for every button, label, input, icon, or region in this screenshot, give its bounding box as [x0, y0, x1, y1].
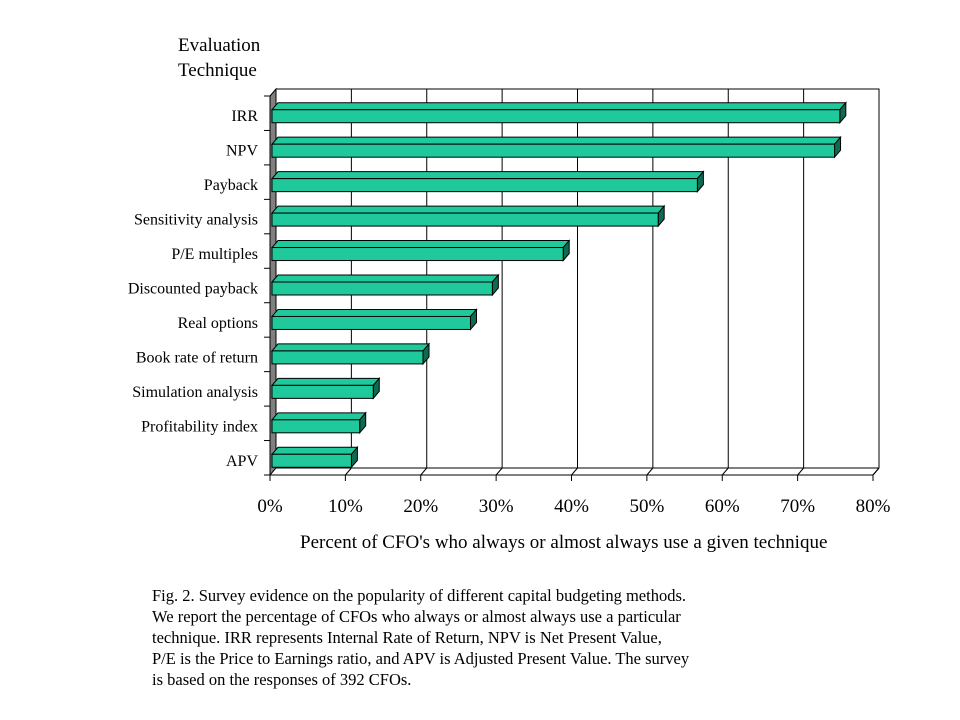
bar	[271, 453, 352, 468]
x-tick-label: 20%	[403, 496, 438, 517]
y-tick-label: P/E multiples	[171, 246, 258, 263]
floor-gridline	[420, 467, 428, 476]
y-tick-label: APV	[226, 453, 258, 470]
floor-gridline	[344, 467, 352, 476]
y-axis-title-line-2: Technique	[178, 60, 257, 81]
x-tick-label: 0%	[257, 496, 283, 517]
chart-plot: 0% 10% 20% 30% 40% 50% 60% 70% 80% IRR NPV Payback S…	[128, 87, 891, 517]
bar-top-face	[270, 412, 367, 421]
caption-line-2: We report the percentage of CFOs who alw…	[152, 607, 681, 626]
floor-gridline	[571, 467, 578, 476]
bar-chart: Evaluation Technique 0% 10% 20% 30% 40% 50% 60…	[128, 33, 891, 553]
x-tick-label: 10%	[328, 496, 363, 517]
bar	[271, 178, 698, 193]
y-tick-label: NPV	[226, 143, 258, 160]
bar	[271, 350, 424, 365]
floor-gridline	[495, 467, 503, 476]
bar-top-face	[270, 240, 571, 249]
y-tick-label: Profitability index	[141, 418, 258, 435]
y-axis-title: Evaluation Technique	[178, 33, 260, 83]
bar-top-face	[270, 136, 842, 145]
y-tick-label: Discounted payback	[128, 281, 258, 298]
y-tick-label: Book rate of return	[136, 349, 258, 366]
caption-line-3: technique. IRR represents Internal Rate …	[152, 628, 662, 647]
floor-gridline	[721, 467, 729, 476]
y-tick-label: IRR	[231, 108, 258, 125]
bar-top-face	[270, 308, 478, 317]
x-tick-label: 30%	[479, 496, 514, 517]
y-tick-label: Simulation analysis	[132, 384, 258, 401]
caption-line-5: is based on the responses of 392 CFOs.	[152, 670, 412, 689]
y-axis-title-line-1: Evaluation	[178, 35, 261, 56]
bar	[271, 419, 361, 434]
floor-gridline	[797, 467, 805, 476]
bar-top-face	[270, 205, 666, 214]
x-tick-label: 80%	[856, 496, 891, 517]
floor-gridline	[872, 467, 880, 476]
y-tick-label: Sensitivity analysis	[134, 212, 258, 229]
bar	[271, 212, 659, 227]
caption-line-4: P/E is the Price to Earnings ratio, and …	[152, 649, 690, 668]
bar-top-face	[270, 171, 705, 180]
x-tick-label: 70%	[780, 496, 815, 517]
y-tick-label: Payback	[204, 177, 258, 194]
caption-line-1: Fig. 2. Survey evidence on the popularit…	[152, 586, 686, 605]
x-tick-label: 60%	[705, 496, 740, 517]
y-tick-label: Real options	[178, 315, 258, 332]
bar-top-face	[270, 343, 431, 352]
bar-top-face	[270, 102, 847, 111]
bar	[271, 384, 374, 399]
bar-top-face	[270, 377, 381, 386]
bar-top-face	[270, 274, 500, 283]
x-tick-label: 50%	[629, 496, 664, 517]
bar-top-face	[270, 446, 359, 455]
bar	[271, 143, 836, 158]
x-tick-label: 40%	[554, 496, 589, 517]
bar	[271, 315, 471, 330]
bar	[271, 247, 564, 262]
bar	[271, 281, 493, 296]
floor-gridline	[646, 467, 654, 476]
figure-caption: Fig. 2. Survey evidence on the popularit…	[152, 585, 812, 690]
x-axis-title: Percent of CFO's who always or almost al…	[300, 532, 828, 553]
bar	[271, 109, 841, 124]
